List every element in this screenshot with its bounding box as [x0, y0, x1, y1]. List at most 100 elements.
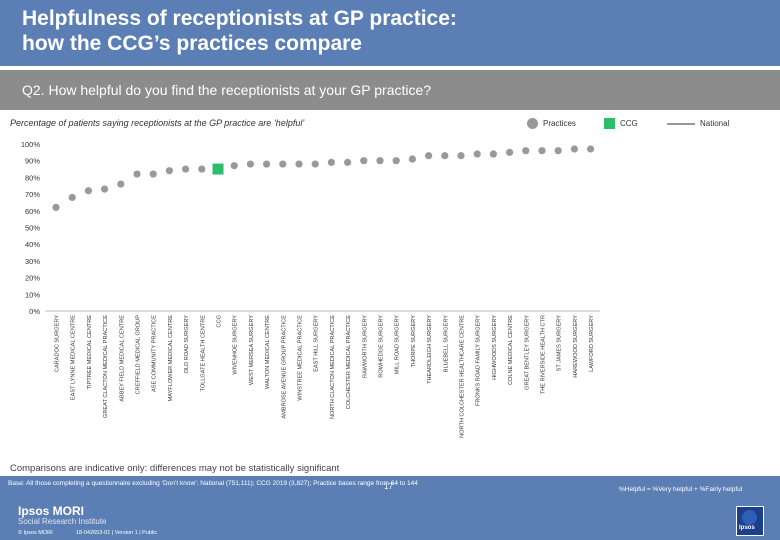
legend-practices-marker [527, 118, 538, 129]
data-point [489, 150, 497, 158]
ipsos-logo-circle-icon [742, 510, 757, 525]
x-tick-label: GREAT BENTLEY SURGERY [524, 315, 530, 390]
job-number: 18-042653-01 | Version 1 | Public [76, 530, 158, 536]
data-point [538, 147, 546, 155]
x-tick-label: GREAT CLACTON MEDICAL PRACTICE [103, 315, 109, 418]
x-tick-label: CCG [217, 315, 223, 327]
x-tick-label: WIVENHOE SURGERY [233, 315, 239, 375]
data-point [84, 187, 92, 195]
x-tick-label: NORTH CLACTON MEDICAL PRACTICE [330, 315, 336, 419]
y-tick-label: 30% [25, 257, 40, 266]
page-title: Helpfulness of receptionists at GP pract… [22, 6, 722, 56]
data-point [522, 147, 530, 155]
data-point [230, 162, 238, 170]
data-point-ccg [212, 163, 224, 175]
x-tick-label: WINSTREE MEDICAL PRACTICE [298, 315, 304, 401]
legend-national-label: National [700, 119, 730, 128]
y-tick-label: 40% [25, 240, 40, 249]
y-tick-label: 100% [21, 140, 41, 149]
data-point [198, 165, 206, 173]
x-tick-label: ABBEY FIELD MEDICAL CENTRE [119, 315, 125, 402]
x-tick-label: CREFFIELD MEDICAL GROUP [136, 315, 142, 395]
data-point [360, 157, 368, 165]
x-tick-label: LAWFORD SURGERY [589, 315, 595, 372]
x-tick-label: HAREWOOD SURGERY [573, 315, 579, 378]
data-point [68, 193, 76, 202]
data-point [587, 145, 595, 153]
x-tick-label: BLUEBELL SURGERY [443, 315, 449, 372]
y-tick-label: 0% [29, 307, 40, 316]
helpful-definition: %Helpful = %Very helpful + %Fairly helpf… [619, 486, 743, 493]
x-tick-label: THORPE SURGERY [411, 315, 417, 368]
data-point [425, 152, 433, 160]
data-point [165, 167, 173, 175]
data-point [554, 147, 562, 155]
ipsos-mori-logo: Ipsos MORI [18, 504, 85, 518]
data-point [117, 180, 125, 188]
x-tick-label: HIGHWOODS SURGERY [492, 315, 498, 380]
x-tick-label: ROWHEDGE SURGERY [379, 315, 385, 378]
data-point [295, 160, 303, 168]
x-tick-label: TIPTREE MEDICAL CENTRE [87, 315, 93, 390]
data-point [506, 148, 514, 156]
x-tick-label: MILL ROAD SURGERY [395, 315, 401, 374]
x-tick-label: OLD ROAD SURGERY [184, 315, 190, 374]
base-note: Base: All those completing a questionnai… [8, 480, 418, 487]
data-point [133, 170, 141, 178]
ipsos-logo-text: Ipsos [739, 525, 755, 531]
question-text: Q2. How helpful do you find the receptio… [22, 82, 432, 98]
data-point [473, 150, 481, 158]
x-tick-label: EAST LYNNE MEDICAL CENTRE [71, 315, 77, 400]
data-point [392, 157, 400, 165]
comparisons-note: Comparisons are indicative only: differe… [10, 463, 340, 474]
y-tick-label: 70% [25, 190, 40, 199]
x-tick-label: TOLLGATE HEALTH CENTRE [200, 315, 206, 392]
ipsos-logo: Ipsos [736, 506, 764, 536]
x-tick-label: NORTH COLCHESTER HEALTHCARE CENTRE [460, 315, 466, 438]
x-tick-label: THE RIVERSIDE HEALTH CTR [541, 315, 547, 394]
data-point [279, 160, 287, 168]
x-tick-label: EAST HILL SURGERY [314, 315, 320, 372]
x-tick-label: COLNE MEDICAL CENTRE [508, 315, 514, 385]
x-tick-label: THEARDLEIGH SURGERY [427, 315, 433, 384]
x-tick-label: MAYFLOWER MEDICAL CENTRE [168, 315, 174, 402]
y-tick-label: 20% [25, 274, 40, 283]
data-point [441, 152, 449, 160]
x-tick-label: ST JAMES SURGERY [557, 315, 563, 372]
data-point [311, 160, 319, 168]
legend-ccg-marker [604, 118, 615, 129]
y-tick-label: 90% [25, 157, 40, 166]
question-bar: Q2. How helpful do you find the receptio… [0, 70, 780, 110]
y-tick-label: 80% [25, 173, 40, 182]
legend-national-marker [667, 123, 695, 125]
x-tick-label: FRONKS ROAD FAMILY SURGERY [476, 315, 482, 406]
x-tick-label: WEST MERSEA SURGERY [249, 315, 255, 385]
title-line-2: how the CCG’s practices compare [22, 32, 362, 55]
x-tick-label: AMBROSE AVENUE GROUP PRACTICE [281, 315, 287, 419]
y-tick-label: 60% [25, 207, 40, 216]
page-number: 17 [384, 482, 393, 491]
header-bar: Helpfulness of receptionists at GP pract… [0, 0, 780, 66]
header-divider [0, 66, 780, 68]
y-tick-label: 50% [25, 224, 40, 233]
data-point [263, 160, 271, 168]
copyright: © Ipsos MORI [18, 530, 53, 536]
data-point [246, 160, 254, 168]
data-point [52, 203, 60, 212]
x-tick-label: WALTON MEDICAL CENTRE [265, 315, 271, 389]
footer-bar: Base: All those completing a questionnai… [0, 476, 780, 540]
data-point [457, 152, 465, 160]
data-point [101, 185, 109, 193]
x-tick-label: COLCHESTER MEDICAL PRACTICE [346, 315, 352, 410]
data-point [149, 170, 157, 178]
y-tick-label: 10% [25, 290, 40, 299]
legend-ccg-label: CCG [620, 119, 638, 128]
data-point [344, 158, 352, 166]
data-point [376, 157, 384, 165]
data-point [570, 145, 579, 153]
helpfulness-scatter-chart: 0% 10% 20% 30% 40% 50% 60% 70% 80% 90% 100% CARADOC… [21, 140, 600, 438]
data-point [182, 165, 190, 173]
data-point [408, 155, 416, 163]
title-line-1: Helpfulness of receptionists at GP pract… [22, 7, 457, 30]
x-tick-label: CARADOC SURGERY [55, 315, 61, 372]
